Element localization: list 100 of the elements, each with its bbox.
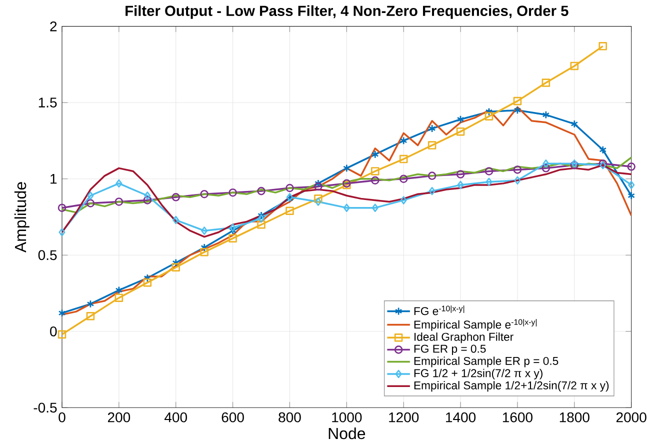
point: [428, 172, 436, 180]
y-tick-label: -0.5: [34, 402, 57, 413]
point: [115, 286, 123, 294]
point: [86, 300, 94, 308]
legend-label: Empirical Sample 1/2+1/2sin(7/2 π x y): [414, 381, 609, 392]
point: [342, 164, 350, 172]
point: [58, 228, 66, 236]
y-tick-label: 2: [50, 21, 57, 32]
point: [200, 243, 208, 252]
point: [58, 308, 66, 318]
point: [143, 278, 152, 287]
point: [372, 204, 378, 212]
x-tick-label: 200: [108, 412, 130, 422]
x-tick-label: 1600: [502, 412, 532, 422]
point: [542, 78, 550, 87]
point: [542, 110, 550, 119]
point: [258, 214, 265, 223]
point: [542, 164, 550, 172]
point: [628, 180, 635, 190]
point: [200, 248, 208, 256]
point: [58, 204, 66, 212]
x-tick-label: 2000: [616, 412, 646, 422]
legend-label: Empirical Sample e$^{-10|x-y|}$: [414, 319, 537, 331]
x-tick-label: 800: [278, 412, 301, 422]
point: [399, 154, 408, 164]
point: [314, 182, 322, 191]
point: [428, 141, 436, 150]
point: [228, 188, 237, 197]
point: [172, 216, 180, 224]
legend-label: Empirical Sample ER p = 0.5: [414, 356, 558, 368]
point: [570, 62, 579, 70]
point: [513, 166, 522, 174]
x-axis-title: Node: [328, 427, 366, 440]
point: [484, 112, 494, 120]
point: [456, 127, 465, 136]
legend-label: FG ER p = 0.5: [414, 344, 486, 355]
point: [599, 146, 607, 154]
point: [370, 176, 380, 185]
point: [200, 190, 208, 198]
point: [144, 191, 151, 200]
point: [370, 167, 380, 176]
point: [343, 204, 350, 212]
x-tick-label: 1200: [389, 412, 419, 422]
point: [598, 42, 607, 50]
legend-label: Ideal Graphon Filter: [414, 332, 514, 344]
point: [116, 179, 122, 188]
point: [314, 194, 322, 203]
point: [86, 312, 95, 320]
point: [258, 211, 265, 220]
x-tick-label: 1000: [332, 412, 362, 422]
point: [456, 115, 464, 124]
point: [143, 196, 152, 204]
point: [230, 224, 236, 232]
point: [399, 174, 408, 183]
point: [514, 176, 521, 185]
point: [114, 294, 124, 302]
point: [314, 179, 322, 188]
point: [486, 178, 492, 186]
point: [86, 199, 95, 208]
point: [228, 234, 237, 242]
x-tick-label: 400: [164, 412, 187, 422]
legend-label: FG 1/2 + 1/2sin(7/2 π x y): [414, 368, 542, 380]
point: [456, 170, 465, 178]
point: [542, 159, 550, 168]
point: [485, 108, 493, 116]
point: [144, 274, 152, 282]
point: [371, 150, 379, 159]
y-tick-label: 0: [50, 326, 57, 336]
y-tick-label: 1: [50, 174, 57, 184]
point: [286, 206, 294, 216]
point: [428, 124, 436, 133]
point: [257, 186, 266, 196]
point: [229, 226, 236, 235]
point: [513, 96, 522, 106]
point: [201, 226, 208, 235]
y-tick-label: 0.5: [38, 250, 57, 260]
legend-label: FG e$^{-10|x-y|}$: [414, 305, 464, 316]
point: [172, 193, 180, 202]
x-tick-label: 1800: [560, 412, 590, 422]
point: [628, 191, 636, 200]
point: [87, 191, 94, 200]
x-tick-label: 0: [58, 412, 66, 422]
point: [484, 167, 494, 176]
point: [172, 258, 180, 267]
point: [428, 186, 436, 196]
point: [400, 196, 407, 204]
point: [314, 198, 322, 206]
point: [457, 180, 464, 190]
x-tick-label: 600: [222, 412, 244, 422]
chart-title: Filter Output - Low Pass Filter, 4 Non-Zero Frequencies, Order 5: [126, 5, 568, 19]
y-tick-label: 1.5: [38, 98, 57, 108]
point: [286, 184, 294, 192]
point: [58, 330, 66, 339]
point: [257, 220, 266, 229]
point: [172, 263, 180, 272]
point: [514, 106, 522, 114]
point: [627, 162, 636, 171]
x-tick-label: 1400: [446, 412, 476, 422]
point: [400, 136, 408, 145]
point: [114, 198, 124, 206]
